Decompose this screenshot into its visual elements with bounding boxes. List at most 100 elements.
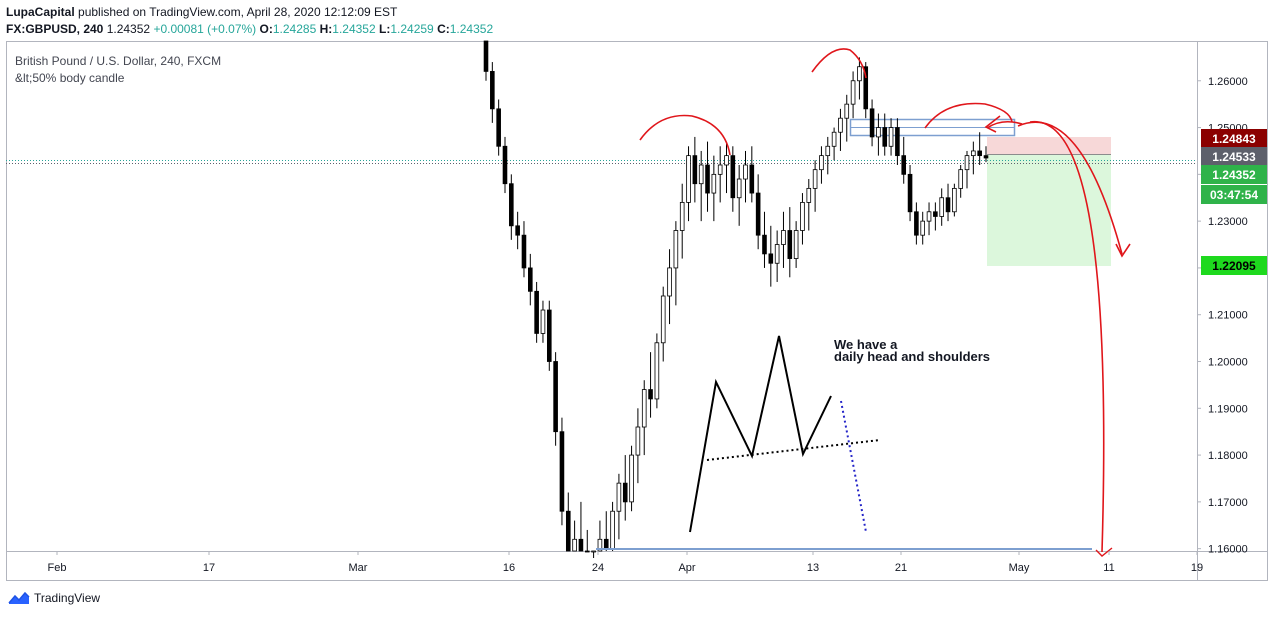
candle-body	[509, 183, 514, 227]
price-label-last: 1.24352	[1201, 165, 1267, 184]
candle-body	[863, 66, 869, 110]
candle-body	[838, 117, 843, 133]
candle-body	[933, 211, 938, 217]
candle-body	[692, 155, 698, 185]
symbol-label: FX:GBPUSD, 240	[6, 22, 104, 36]
y-tick-label: 1.16000	[1208, 544, 1248, 556]
candle-body	[591, 550, 596, 553]
legend-title: British Pound / U.S. Dollar, 240, FXCM	[15, 54, 221, 68]
candle-body	[743, 164, 748, 180]
candle-body	[502, 145, 508, 185]
plot-frame	[6, 41, 1268, 581]
close-value: 1.24352	[449, 22, 494, 36]
candle-body	[528, 267, 533, 292]
candle-body	[559, 431, 565, 512]
candle-body	[584, 550, 590, 553]
candle-body	[686, 155, 691, 203]
published-text: published on TradingView.com, April 28, …	[78, 5, 398, 19]
candle-body	[768, 253, 774, 264]
price-label-countdown-text: 03:47:54	[1210, 188, 1258, 202]
candle-body	[895, 127, 900, 157]
target-arrow-long	[1029, 121, 1105, 553]
target-arrowhead-short	[1115, 243, 1131, 258]
tradingview-logo-icon	[8, 591, 30, 604]
candle-body	[546, 309, 552, 362]
x-tick-label: 11	[1103, 562, 1114, 574]
candle-body	[952, 187, 957, 213]
annotation-line1: We have a	[834, 337, 898, 352]
candle-body	[673, 230, 679, 269]
candle-body	[540, 309, 546, 334]
right-shoulder-arc	[924, 102, 1013, 129]
author-name[interactable]: LupaCapital	[6, 5, 75, 19]
footer-brand[interactable]: TradingView	[8, 591, 100, 605]
x-tick-label: 16	[503, 562, 515, 574]
price-label-stop: 1.24843	[1201, 129, 1267, 148]
price-change: +0.00081 (+0.07%)	[153, 22, 257, 36]
neckline-sketch	[706, 439, 881, 461]
stop-zone	[987, 137, 1111, 154]
candle-body	[920, 220, 926, 236]
candle-body	[629, 454, 634, 503]
candle-body	[844, 103, 850, 119]
candle-body	[698, 164, 704, 185]
retest-arrowhead	[984, 115, 1001, 133]
candle-body	[490, 71, 495, 110]
x-tick-label: 21	[895, 562, 907, 574]
candle-body	[787, 230, 793, 259]
candle-body	[534, 290, 539, 334]
x-tick-label: Feb	[48, 562, 67, 574]
close-label: C:	[437, 22, 450, 36]
candle-body	[762, 234, 767, 255]
head-shoulders-sketch	[689, 335, 832, 533]
candle-body	[945, 197, 951, 213]
open-value: 1.24285	[272, 22, 317, 36]
candle-body	[572, 538, 577, 552]
y-tick-label: 1.20000	[1208, 357, 1248, 369]
candle-body	[977, 150, 982, 157]
price-label-entry: 1.24533	[1201, 147, 1267, 166]
candle-body	[901, 155, 907, 175]
candle-body	[806, 187, 812, 203]
candle-body	[717, 164, 723, 175]
low-label: L:	[379, 22, 391, 36]
candle-body	[800, 202, 805, 231]
candle-body	[926, 211, 932, 222]
candle-body	[939, 197, 944, 217]
candle-body	[641, 389, 647, 428]
price-label-target-text: 1.22095	[1212, 259, 1256, 273]
open-label: O:	[259, 22, 273, 36]
candle-body	[964, 155, 970, 171]
candle-body	[812, 169, 818, 189]
candle-body	[553, 361, 558, 433]
last-price: 1.24352	[106, 22, 151, 36]
candle-body	[888, 127, 894, 147]
price-label-target: 1.22095	[1201, 256, 1267, 275]
candle-body	[755, 192, 761, 236]
x-tick-label: 24	[592, 562, 604, 574]
y-tick-label: 1.26000	[1208, 76, 1248, 88]
candle-body	[711, 173, 717, 194]
candle-body	[882, 127, 888, 147]
price-label-countdown: 03:47:54	[1201, 185, 1267, 204]
breakdown-sketch	[840, 400, 867, 533]
x-axis[interactable]: Feb 17 Mar 16 24 Apr 13 21 May 11 19	[48, 551, 1204, 574]
y-tick-label: 1.21000	[1208, 310, 1248, 322]
footer-brand-text: TradingView	[34, 591, 101, 605]
ohlc-line: FX:GBPUSD, 240 1.24352 +0.00081 (+0.07%)…	[6, 22, 493, 36]
candle-body	[749, 164, 755, 194]
price-label-last-text: 1.24352	[1212, 168, 1256, 182]
candle-body	[496, 108, 501, 147]
candle-body	[825, 145, 831, 157]
x-tick-label: Mar	[349, 562, 368, 574]
candle-body	[971, 150, 976, 157]
candle-body	[521, 234, 527, 269]
candle-body	[876, 127, 881, 138]
candle-body	[660, 295, 666, 344]
candle-body	[667, 267, 672, 297]
candle-body	[635, 426, 641, 456]
legend-indicator: &lt;50% body candle	[15, 71, 125, 85]
y-tick-label: 1.17000	[1208, 497, 1248, 509]
candle-body	[654, 342, 660, 400]
